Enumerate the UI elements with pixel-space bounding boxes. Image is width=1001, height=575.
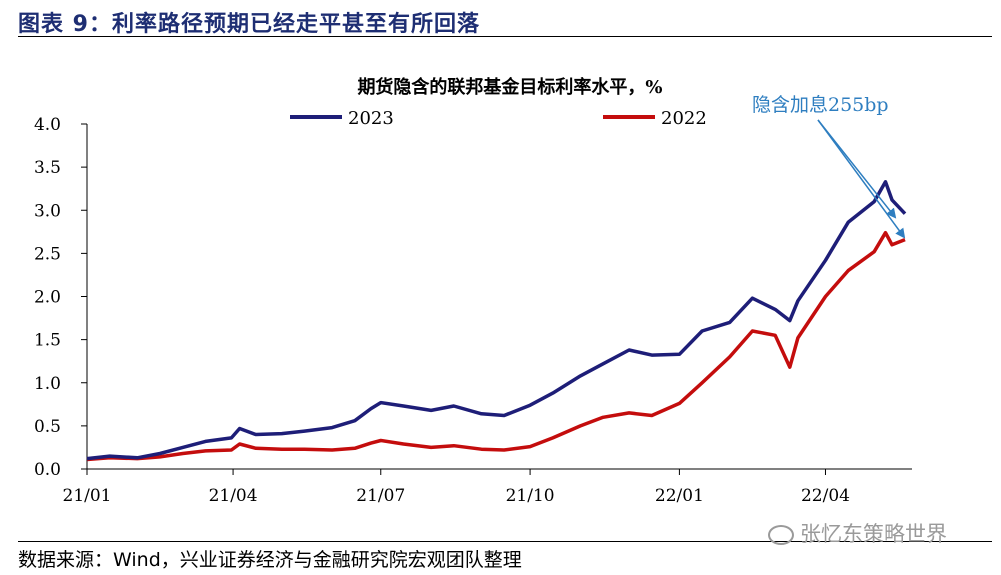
x-tick-label: 22/01 [655,486,704,506]
figure-title: 图表 9：利率路径预期已经走平甚至有所回落 [18,12,480,37]
x-tick-label: 22/04 [801,486,850,506]
x-tick-label: 21/01 [63,486,112,506]
y-tick-label: 0.5 [34,417,61,437]
legend-label-2022: 2022 [661,108,707,129]
wechat-icon [768,525,794,545]
x-tick-label: 21/04 [209,486,258,506]
series-line-2023 [86,180,907,461]
watermark: 张忆东策略世界 [768,518,947,548]
y-tick-label: 4.0 [34,115,61,135]
y-tick-label: 2.5 [34,244,61,264]
annotation-arrow-upper [817,119,897,219]
watermark-text: 张忆东策略世界 [800,522,947,546]
title-rule [18,36,992,37]
x-tick-label: 21/10 [506,486,555,506]
annotation-text: 隐含加息255bp [752,94,889,116]
source-rule [18,541,992,542]
legend: 2023 2022 [290,108,707,129]
y-tick-label: 1.0 [34,374,61,394]
chart-title: 期货隐含的联邦基金目标利率水平，% [357,76,662,98]
y-tick-label: 3.5 [34,158,61,178]
y-tick-label: 1.5 [34,331,61,351]
y-tick-label: 0.0 [34,460,61,480]
legend-label-2023: 2023 [348,108,394,129]
y-tick-label: 3.0 [34,201,61,221]
source-note: 数据来源：Wind，兴业证券经济与金融研究院宏观团队整理 [18,549,522,571]
y-tick-label: 2.0 [34,288,61,308]
x-tick-label: 21/07 [356,486,405,506]
y-axis-ticks: 0.0 0.5 1.0 1.5 2.0 2.5 3.0 3.5 4.0 [34,115,87,480]
x-axis-ticks: 21/01 21/04 21/07 21/10 22/01 22/04 [63,469,850,506]
series-line-2022 [86,230,906,462]
annotation-arrow-lower [817,119,906,239]
rate-path-chart: 期货隐含的联邦基金目标利率水平，% 2023 2022 0.0 0.5 1.0 1.5… [34,76,912,506]
